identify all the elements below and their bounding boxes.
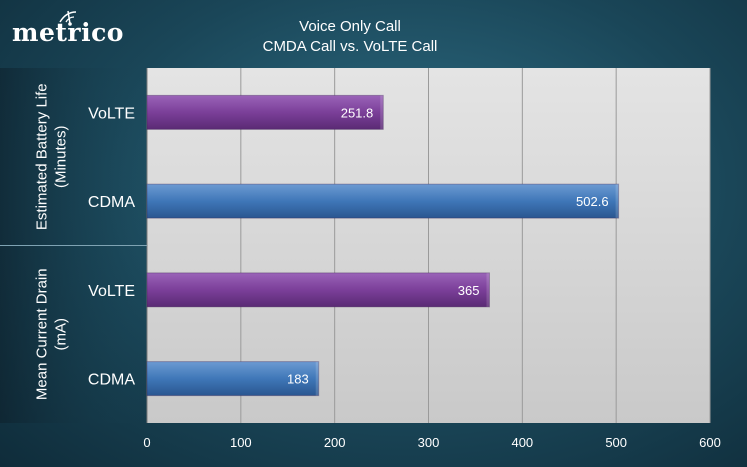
bar-end-highlight: [615, 184, 619, 219]
metrico-logo: metrico: [12, 18, 124, 47]
x-tick-label: 400: [511, 435, 533, 450]
chart-title: Voice Only Call: [299, 18, 401, 35]
label-layer: 0 100 200 300 400 500 600 Estimated Battery Lif…: [33, 83, 720, 450]
bar-end-highlight: [486, 272, 490, 307]
x-tick-label: 200: [324, 435, 346, 450]
x-tick-label: 100: [230, 435, 252, 450]
category-label: CDMA: [88, 372, 135, 389]
bar-end-highlight: [380, 95, 384, 130]
bar-volte: [146, 272, 490, 308]
data-label: 251.8: [341, 105, 374, 120]
bar-layer: [146, 94, 620, 397]
data-label: 365: [458, 283, 480, 298]
bar-cdma: [146, 183, 620, 219]
x-tick-label: 300: [418, 435, 440, 450]
chart-subtitle: CMDA Call vs. VoLTE Call: [262, 38, 438, 55]
bar-volte: [146, 94, 384, 130]
x-tick-label: 0: [143, 435, 150, 450]
satellite-icon: [59, 10, 77, 26]
data-label: 502.6: [576, 194, 609, 209]
x-tick-label: 600: [699, 435, 721, 450]
bar-end-highlight: [315, 361, 319, 396]
group-label: Estimated Battery Life: [33, 83, 50, 230]
data-label: 183: [287, 372, 309, 387]
x-tick-label: 500: [605, 435, 627, 450]
category-label: VoLTE: [88, 105, 135, 122]
category-label: CDMA: [88, 194, 135, 211]
group-label: (mA): [52, 318, 69, 351]
group-label: (Minutes): [52, 125, 69, 188]
logo-text: metrico: [12, 18, 124, 47]
group-label: Mean Current Drain: [33, 268, 50, 400]
category-label: VoLTE: [88, 283, 135, 300]
bar-cdma: [146, 361, 320, 397]
